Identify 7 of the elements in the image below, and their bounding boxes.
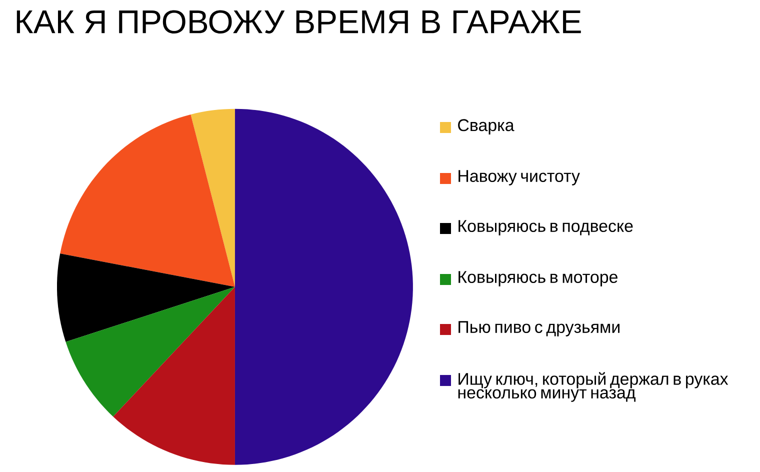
legend-label: Ищу ключ, который держал в руках несколько минут назад	[458, 372, 728, 402]
legend-label: Ковыряюсь в подвеске	[458, 220, 633, 236]
legend-label: Пью пиво с друзьями	[458, 321, 620, 336]
legend-label: Ковыряюсь в моторе	[458, 271, 618, 286]
legend-label: Навожу чистоту	[458, 170, 580, 186]
legend-label: Сварка	[458, 119, 514, 135]
chart-title: КАК Я ПРОВОЖУ ВРЕМЯ В ГАРАЖЕ	[16, 10, 581, 34]
